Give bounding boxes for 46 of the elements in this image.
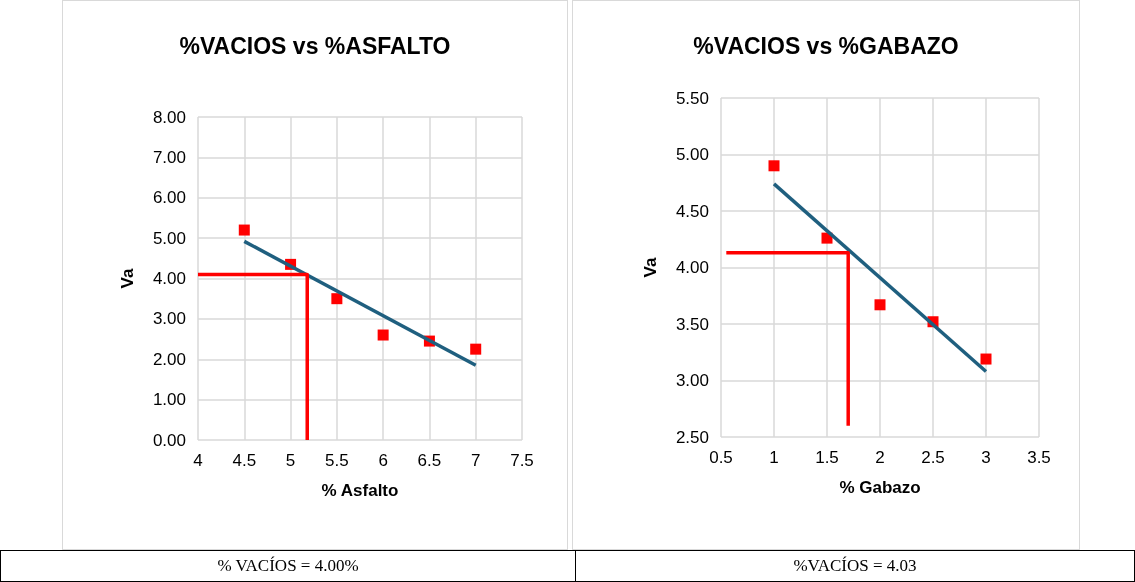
x-tick-label: 1 [769,448,779,467]
x-tick-label: 5.5 [325,451,349,470]
x-tick-label: 4.5 [232,451,257,470]
x-tick-label: 3.5 [1027,448,1051,467]
x-tick-label: 7.5 [510,451,534,470]
x-tick-label: 1.5 [815,448,839,467]
y-tick-label: 5.00 [675,145,709,164]
y-axis-title: Va [118,268,137,289]
x-tick-label: 4 [193,451,203,470]
y-tick-label: 5.00 [152,228,186,248]
text: % VACÍOS = 4.00% [217,556,359,575]
x-tick-label: 6 [378,451,388,470]
y-axis-title: Va [641,257,660,278]
y-tick-label: 3.50 [675,314,709,334]
y-tick-label: 7.00 [152,147,186,167]
point [768,160,780,172]
x-tick-label: 5 [285,451,296,470]
y-tick-label: 2.00 [152,349,186,369]
y-tick-label: 5.50 [675,88,709,108]
y-tick-label: 4.00 [152,269,186,288]
point [874,299,886,311]
y-tick-label: 4.50 [675,201,709,221]
point [238,224,250,236]
x-tick-label: 0.5 [709,448,733,467]
chart-title: %VACIOS vs %ASFALTO [179,32,451,59]
y-tick-label: 1.00 [152,390,186,410]
point [980,353,992,365]
x-tick-label: 2 [875,448,885,467]
y-tick-label: 6.00 [152,188,186,208]
y-tick-label: 8.00 [152,107,186,127]
y-tick-label: 0.00 [152,430,186,450]
text: %VACÍOS = 4.03 [793,556,917,575]
x-axis-title: % Asfalto [321,481,399,500]
x-tick-label: 7 [470,451,481,470]
y-tick-label: 4.00 [675,258,709,277]
y-tick-label: 2.50 [675,427,709,447]
x-tick-label: 2.5 [921,448,945,467]
chart-title: %VACIOS vs %GABAZO [693,32,959,59]
point [377,329,389,341]
y-tick-label: 3.00 [152,309,186,329]
x-tick-label: 6.5 [417,451,442,470]
x-tick-label: 3 [981,448,991,467]
point [470,343,482,355]
x-axis-title: % Gabazo [839,478,921,497]
y-tick-label: 3.00 [675,371,709,390]
point [331,293,343,305]
